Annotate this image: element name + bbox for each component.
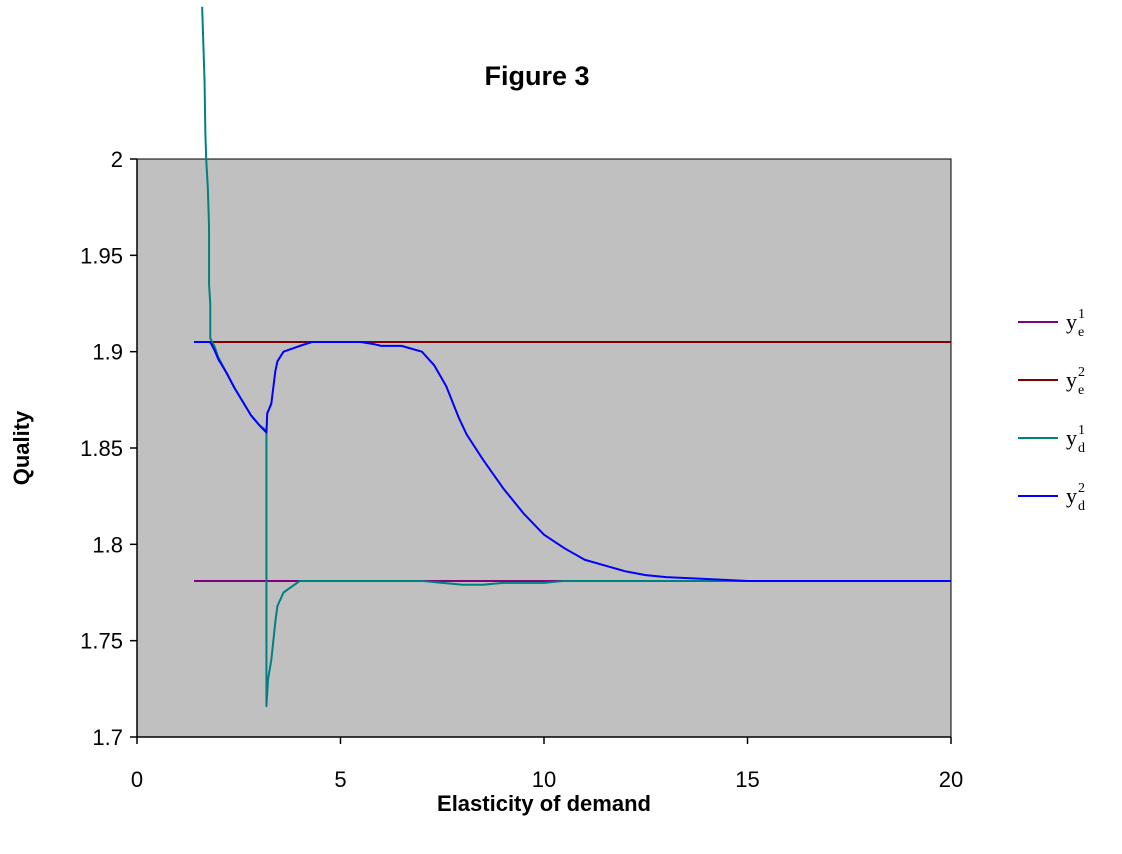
legend-label-base: y [1066,309,1077,334]
x-tick-label: 5 [334,767,346,792]
legend-item: y 2 d [1018,481,1085,514]
y-tick-label: 1.75 [80,629,123,654]
legend-item: y 2 e [1018,365,1085,398]
legend-label-sup: 2 [1078,481,1085,496]
legend-item: y 1 e [1018,307,1085,340]
legend-label-sub: e [1078,325,1084,340]
legend-label-sub: e [1078,383,1084,398]
legend-label-base: y [1066,425,1077,450]
legend-label-base: y [1066,483,1077,508]
legend: y 1ey 2ey 1dy 2d [1018,307,1085,514]
legend-label-sup: 1 [1078,307,1085,322]
x-tick-label: 10 [532,767,556,792]
axis-layer: 0 5 10 15 20 1.7 1.75 1.8 1.85 1.9 1.95 2 [80,147,963,792]
legend-item: y 1 d [1018,423,1085,456]
y-tick-label: 1.7 [92,725,123,750]
x-tick-label: 20 [939,767,963,792]
y-axis-title: Quality [9,410,34,485]
series-layer [193,6,951,708]
chart-title: Figure 3 [484,61,589,91]
series-line-4 [193,341,951,582]
legend-label-sub: d [1078,499,1085,514]
legend-label-sup: 2 [1078,365,1085,380]
y-tick-label: 1.8 [92,532,123,557]
series-line-3 [201,6,951,708]
legend-label-base: y [1066,367,1077,392]
x-tick-label: 15 [735,767,759,792]
y-tick-label: 1.95 [80,243,123,268]
legend-label-sup: 1 [1078,423,1085,438]
y-tick-label: 1.85 [80,436,123,461]
y-tick-label: 2 [111,147,123,172]
y-tick-label: 1.9 [92,340,123,365]
plot-area [136,158,952,738]
x-tick-label: 0 [131,767,143,792]
x-axis-title: Elasticity of demand [437,791,651,816]
legend-label-sub: d [1078,441,1085,456]
